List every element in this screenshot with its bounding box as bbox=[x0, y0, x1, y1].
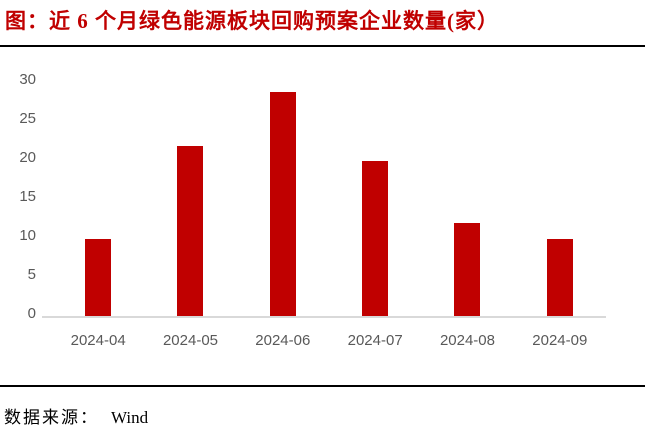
bar-cell bbox=[329, 84, 421, 316]
y-axis: 0 5 10 15 20 25 30 bbox=[0, 72, 36, 322]
source-value: Wind bbox=[111, 408, 149, 427]
x-tick-label: 2024-05 bbox=[162, 332, 219, 349]
bar-2024-05 bbox=[177, 145, 204, 316]
x-tick-label: 2024-06 bbox=[255, 332, 311, 349]
y-tick-label: 15 bbox=[19, 188, 36, 205]
source-label: 数据来源： bbox=[4, 408, 99, 427]
y-tick-label: 20 bbox=[19, 148, 36, 166]
bar-2024-09 bbox=[546, 238, 573, 316]
bar-cell bbox=[514, 84, 606, 316]
y-tick-label: 0 bbox=[27, 305, 36, 322]
x-tick-label: 2024-09 bbox=[532, 332, 588, 349]
x-axis: 2024-04 2024-05 2024-06 2024-07 2024-08 2024-… bbox=[52, 332, 606, 349]
x-tick-label: 2024-08 bbox=[439, 332, 495, 349]
chart-title: 图：近 6 个月绿色能源板块回购预案企业数量(家） bbox=[5, 9, 499, 33]
y-tick-label: 30 bbox=[19, 71, 36, 88]
bar-cell bbox=[144, 84, 236, 316]
bar-2024-06 bbox=[269, 91, 296, 316]
y-tick-label: 5 bbox=[27, 266, 36, 283]
x-tick-label: 2024-07 bbox=[347, 332, 403, 349]
source-note: 数据来源： Wind bbox=[4, 403, 148, 428]
bar-cell bbox=[237, 84, 329, 316]
bar-2024-04 bbox=[85, 238, 112, 316]
plot-area bbox=[42, 84, 606, 318]
bar-cell bbox=[52, 84, 144, 316]
y-tick-label: 10 bbox=[19, 226, 36, 244]
footer-divider bbox=[0, 385, 645, 387]
bar-cell bbox=[421, 84, 513, 316]
bar-2024-07 bbox=[362, 161, 389, 316]
y-tick-label: 25 bbox=[19, 109, 36, 127]
x-tick-label: 2024-04 bbox=[70, 332, 126, 349]
title-divider bbox=[0, 45, 645, 47]
bar-2024-08 bbox=[454, 223, 481, 316]
